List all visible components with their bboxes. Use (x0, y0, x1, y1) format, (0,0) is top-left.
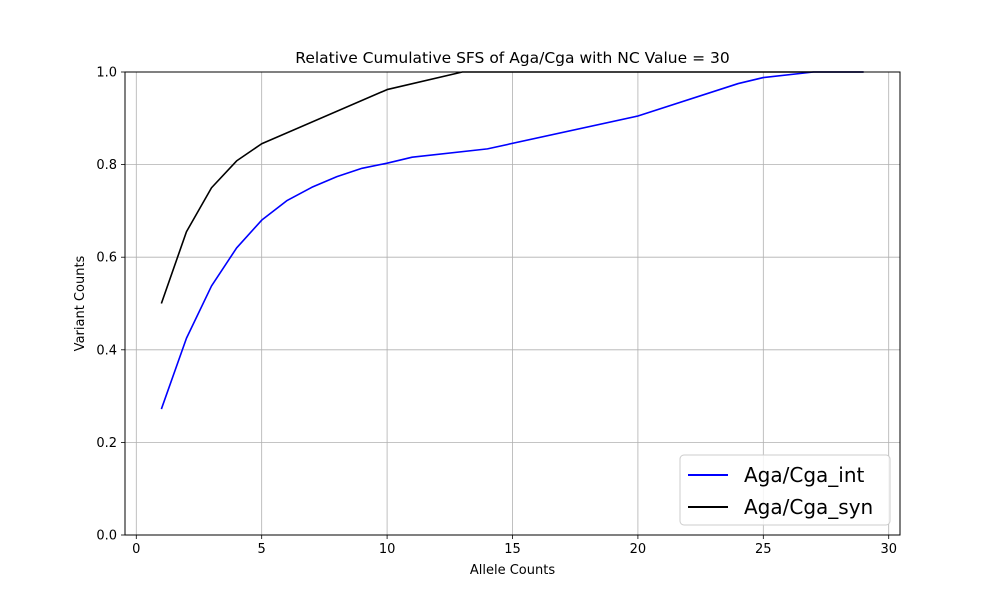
x-tick-label: 5 (258, 542, 266, 557)
y-tick-label: 0.8 (96, 158, 117, 173)
x-tick-label: 30 (880, 542, 897, 557)
y-axis: 0.0 0.2 0.4 0.6 0.8 1.0 (96, 66, 125, 544)
series-line-int (160, 71, 864, 410)
legend-box (679, 454, 891, 526)
x-tick-label: 25 (755, 542, 772, 557)
series-line-syn (160, 71, 864, 304)
y-axis-label: Variant Counts (73, 255, 88, 351)
x-tick-label: 0 (132, 542, 140, 557)
series-lines (160, 71, 864, 410)
legend-label: Aga/Cga_syn (744, 495, 873, 519)
y-tick-label: 1.0 (96, 66, 117, 81)
y-tick-label: 0.0 (96, 529, 117, 544)
x-tick-label: 20 (630, 542, 647, 557)
x-tick-label: 15 (504, 542, 521, 557)
y-tick-label: 0.2 (96, 436, 117, 451)
legend: Aga/Cga_int Aga/Cga_syn (679, 454, 891, 526)
legend-label: Aga/Cga_int (744, 463, 865, 487)
chart-title: Relative Cumulative SFS of Aga/Cga with … (295, 49, 729, 67)
x-tick-label: 10 (379, 542, 396, 557)
x-axis: 0 5 10 15 20 25 30 (132, 535, 897, 557)
y-tick-label: 0.4 (96, 343, 117, 358)
y-tick-label: 0.6 (96, 251, 117, 266)
x-axis-label: Allele Counts (470, 563, 555, 578)
